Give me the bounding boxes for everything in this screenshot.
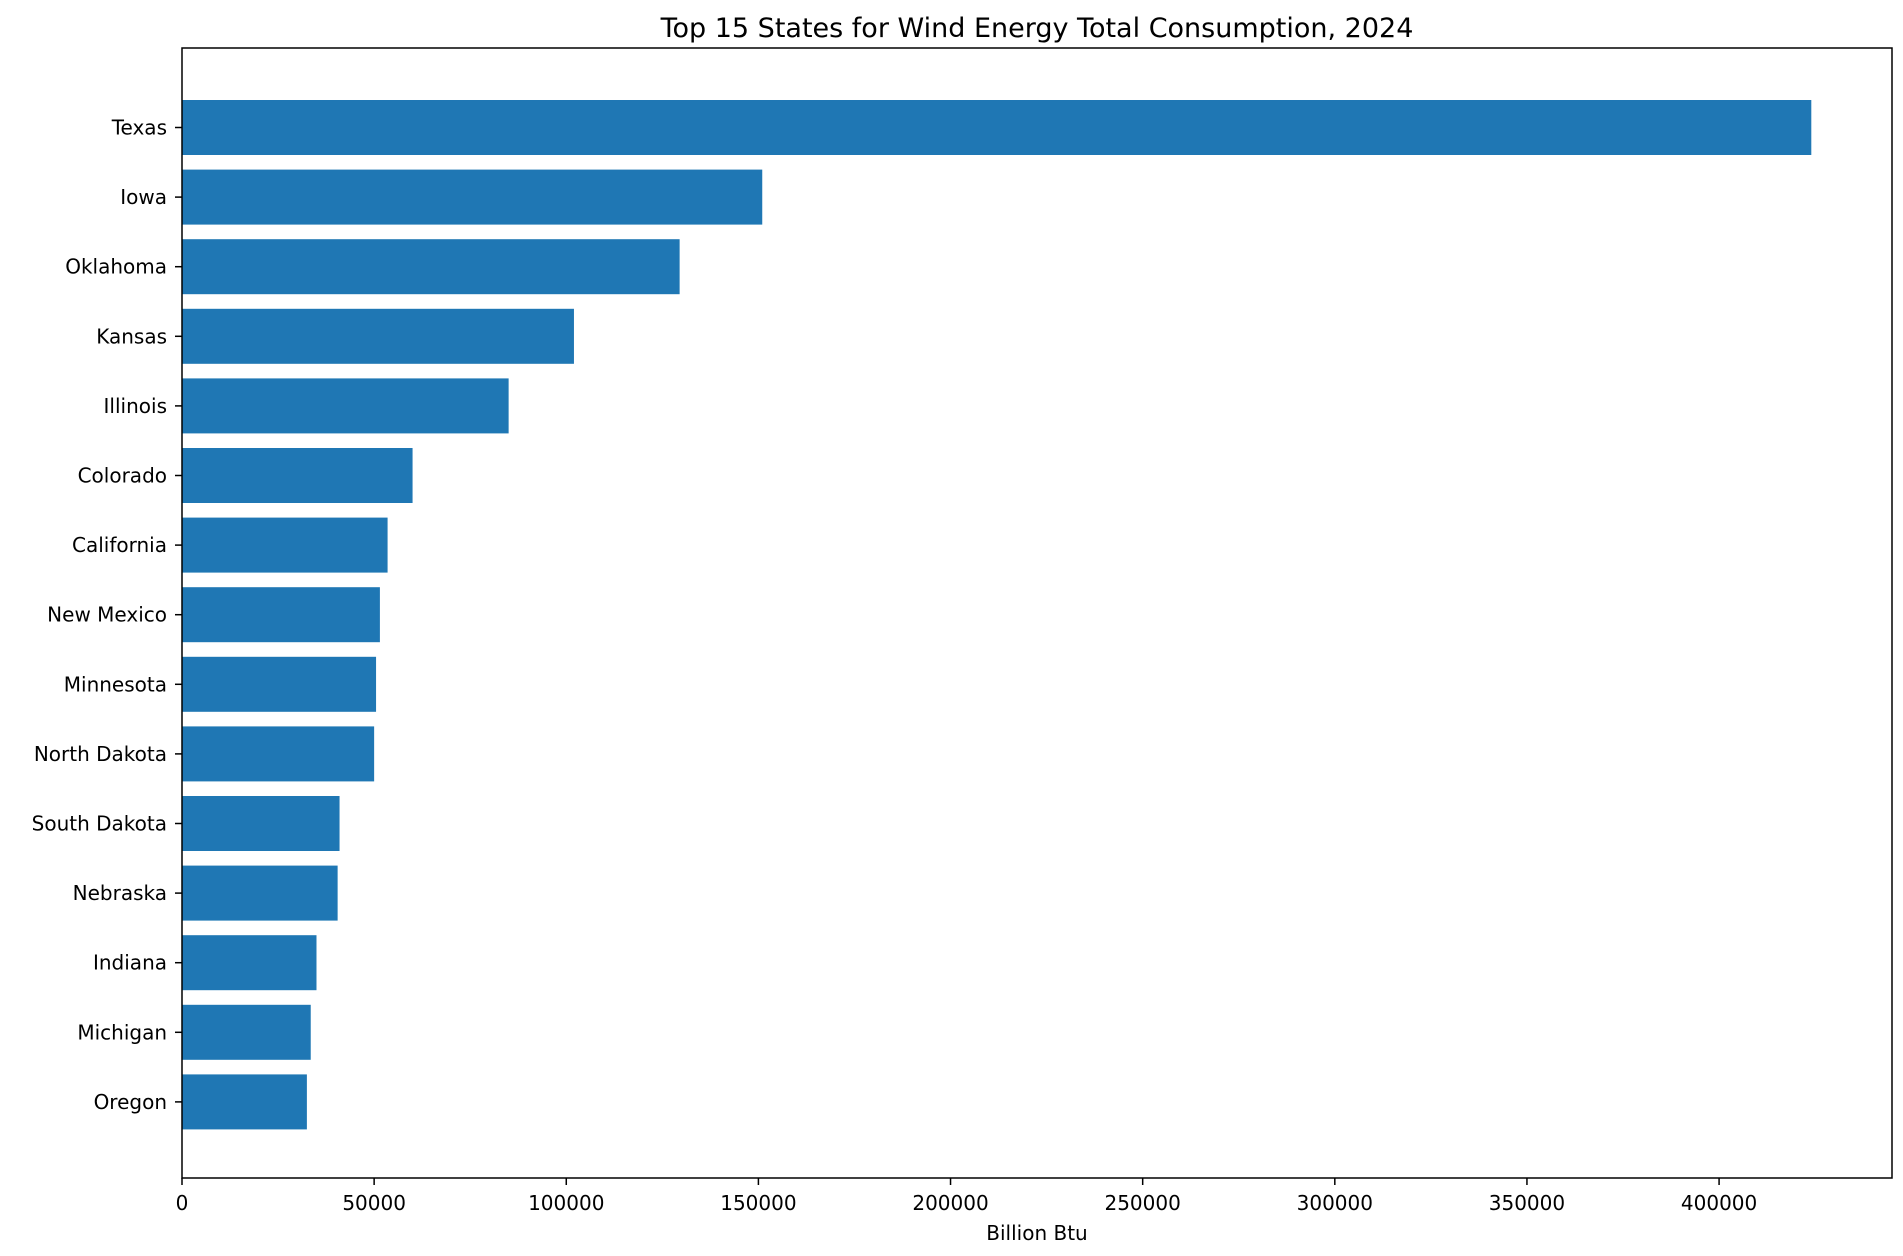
- bar-texas: [182, 100, 1812, 155]
- y-tick-label: Oregon: [94, 1090, 167, 1114]
- plot-frame: [181, 47, 1893, 1179]
- x-tick-label: 100000: [528, 1191, 604, 1215]
- bar-michigan: [182, 1004, 311, 1060]
- chart-title: Top 15 States for Wind Energy Total Cons…: [660, 13, 1414, 44]
- x-ticks: 0 50000 100000 150000 200000 250000 300000 3500…: [176, 1178, 1757, 1215]
- y-tick-label: Oklahoma: [65, 255, 167, 279]
- bar-california: [182, 517, 388, 573]
- bar-colorado: [182, 448, 413, 503]
- y-tick-label: South Dakota: [32, 812, 167, 836]
- y-tick-label: Illinois: [104, 394, 167, 418]
- y-tick-label: North Dakota: [34, 742, 167, 766]
- bar-iowa: [182, 169, 763, 225]
- y-tick-label: Iowa: [120, 185, 167, 209]
- y-tick-label: Nebraska: [73, 881, 167, 905]
- y-tick-label: New Mexico: [47, 603, 167, 627]
- bar-nebraska: [182, 865, 338, 921]
- x-tick-label: 200000: [912, 1191, 988, 1215]
- y-tick-label: Colorado: [78, 464, 167, 488]
- bar-kansas: [182, 308, 574, 364]
- x-tick-label: 250000: [1104, 1191, 1180, 1215]
- y-tick-label: Texas: [111, 116, 167, 140]
- x-tick-label: 150000: [720, 1191, 796, 1215]
- bar-illinois: [182, 378, 509, 434]
- y-tick-label: Minnesota: [64, 672, 167, 696]
- y-tick-label: California: [72, 533, 167, 557]
- x-tick-label: 350000: [1489, 1191, 1565, 1215]
- y-tick-label: Kansas: [96, 324, 167, 348]
- bars-layer: [182, 100, 1812, 1130]
- y-tick-labels: Texas Iowa Oklahoma Kansas Illinois Colorado C…: [32, 116, 182, 1114]
- bar-oregon: [182, 1074, 307, 1130]
- x-tick-label: 0: [176, 1191, 189, 1215]
- bar-north-dakota: [182, 726, 375, 782]
- bar-new-mexico: [182, 587, 380, 643]
- y-tick-label: Michigan: [77, 1020, 167, 1044]
- x-axis-label: Billion Btu: [986, 1221, 1087, 1245]
- bar-south-dakota: [182, 796, 340, 851]
- y-tick-label: Indiana: [93, 951, 167, 975]
- bar-indiana: [182, 935, 317, 991]
- x-tick-label: 50000: [342, 1191, 406, 1215]
- bar-minnesota: [182, 656, 377, 712]
- bar-oklahoma: [182, 239, 680, 295]
- x-tick-label: 400000: [1681, 1191, 1757, 1215]
- x-tick-label: 300000: [1297, 1191, 1373, 1215]
